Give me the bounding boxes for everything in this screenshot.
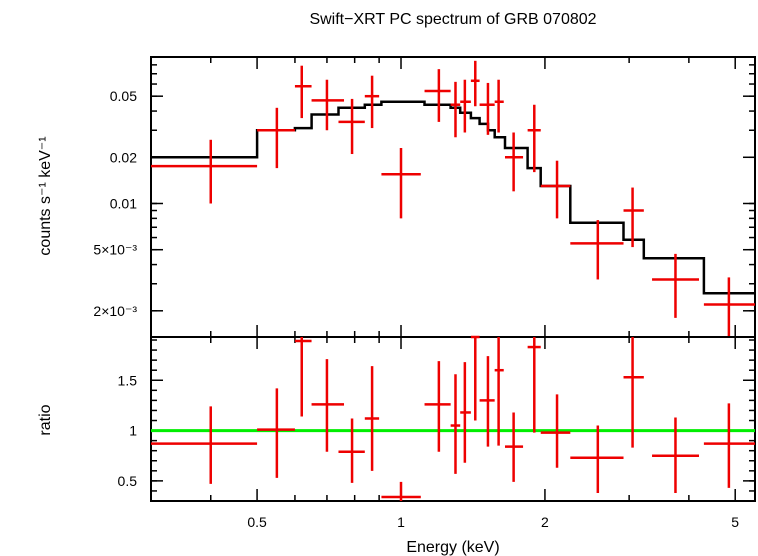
spectrum-data-point <box>652 253 700 318</box>
ratio-y-tick-label: 1 <box>129 423 137 439</box>
model-step-line <box>151 100 755 295</box>
ratio-data-point <box>460 362 471 463</box>
ratio-data-point <box>151 406 258 484</box>
spectrum-data-point <box>311 79 345 131</box>
spectrum-data-point <box>527 104 541 173</box>
spectrum-data-point <box>479 82 495 135</box>
spectrum-data-point <box>424 69 451 122</box>
x-tick-label: 5 <box>731 514 739 530</box>
spectrum-data-point <box>703 277 755 337</box>
ratio-y-axis-label: ratio <box>37 404 54 435</box>
ratio-data-point <box>338 418 365 483</box>
x-tick-label: 1 <box>397 514 405 530</box>
ratio-data-point <box>479 356 495 447</box>
spectrum-data-point <box>381 147 421 219</box>
spectrum-data-point <box>570 220 624 280</box>
ratio-data-point <box>703 403 755 488</box>
chart-title: Swift−XRT PC spectrum of GRB 070802 <box>309 11 596 28</box>
ratio-data-point <box>652 417 700 493</box>
spectrum-data-point <box>494 79 504 133</box>
spectrum-data-point <box>623 187 644 248</box>
spectrum-data-point <box>470 60 480 107</box>
spectrum-y-tick-label: 0.05 <box>110 88 137 104</box>
ratio-data-point <box>450 374 461 474</box>
ratio-data-point <box>257 388 295 478</box>
spectrum-data-point <box>540 160 571 219</box>
ratio-data-point <box>527 337 541 433</box>
ratio-data-point <box>540 394 571 468</box>
spectrum-data-point <box>294 65 312 119</box>
ratio-data-point <box>504 412 524 482</box>
ratio-data-point <box>623 337 644 448</box>
x-axis-label: Energy (keV) <box>406 539 499 556</box>
x-tick-label: 0.5 <box>247 514 267 530</box>
spectrum-y-tick-label: 5×10⁻³ <box>93 242 137 258</box>
spectrum-y-axis-label: counts s⁻¹ keV⁻¹ <box>37 136 54 255</box>
spectrum-y-tick-label: 0.02 <box>110 149 137 165</box>
ratio-data-point <box>494 337 504 446</box>
spectrum-data-point <box>151 139 258 204</box>
spectrum-data-point <box>460 79 471 133</box>
spectrum-y-tick-label: 2×10⁻³ <box>93 303 137 319</box>
ratio-panel-frame <box>150 336 756 502</box>
ratio-data-point <box>470 335 480 421</box>
spectrum-data-point <box>338 98 365 155</box>
ratio-data-point <box>311 359 345 452</box>
ratio-y-tick-label: 1.5 <box>118 372 138 388</box>
ratio-y-tick-label: 0.5 <box>118 473 138 489</box>
spectrum-panel-frame <box>150 56 756 338</box>
spectrum-y-tick-label: 0.01 <box>110 195 137 211</box>
spectrum-data-point <box>450 81 461 138</box>
ratio-data-point <box>570 425 624 493</box>
ratio-data-point <box>381 481 421 501</box>
ratio-data-point <box>364 366 380 471</box>
spectrum-data-point <box>504 132 524 192</box>
ratio-data-point <box>294 337 312 417</box>
ratio-data-point <box>424 361 451 452</box>
x-tick-label: 2 <box>541 514 549 530</box>
spectrum-data-point <box>257 107 295 169</box>
spectrum-data-point <box>364 75 380 129</box>
